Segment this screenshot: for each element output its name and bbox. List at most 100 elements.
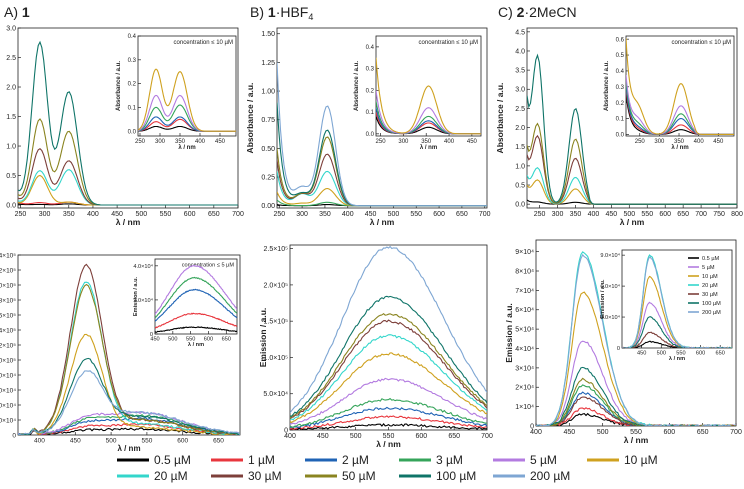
y-tick-label: 2.2×10⁵ (0, 267, 16, 274)
y-tick-label: 0.3 (128, 58, 137, 64)
series-line (155, 276, 237, 319)
series-line (155, 312, 237, 329)
y-tick-label: 7×10⁴ (515, 288, 534, 295)
y-axis-label: Absorbance / a.u. (116, 61, 122, 111)
x-tick-label: 600 (415, 433, 427, 440)
series-line (18, 283, 240, 435)
y-tick-label: 4.0 (515, 48, 525, 55)
y-tick-label: 0 (284, 427, 288, 434)
series-group (622, 254, 732, 348)
y-tick-label: 1.0 (6, 143, 16, 150)
series-group (138, 68, 236, 132)
y-axis-label: Emission / a.u. (258, 308, 268, 368)
plot-frame (625, 35, 735, 137)
y-tick-label: 1.5×10⁵ (263, 319, 288, 326)
series-line (290, 406, 487, 428)
x-tick-label: 600 (177, 438, 188, 445)
series-line (536, 340, 736, 426)
x-tick-label: 550 (641, 211, 653, 218)
x-tick-label: 250 (376, 139, 387, 145)
y-tick-label: 0.0 (616, 133, 625, 139)
x-tick-label: 500 (135, 211, 147, 218)
x-tick-label: 450 (637, 351, 646, 357)
y-tick-label: 2.4×10⁵ (0, 252, 16, 259)
series-line (622, 275, 732, 348)
series-line (290, 377, 487, 425)
y-tick-label: 2.0 (515, 125, 525, 132)
inset-legend-label: 20 µM (702, 283, 718, 289)
x-tick-label: 300 (155, 139, 166, 145)
x-axis-label: λ / nm (671, 145, 688, 151)
y-tick-label: 0 (617, 346, 620, 352)
y-axis-label: Emission / a.u. (133, 276, 139, 316)
series-line (18, 427, 240, 435)
x-tick-label: 500 (106, 438, 117, 445)
chart-A_em_inset: 450 500 550 600 650 0 2.0×10⁴ 4.0×10⁴ λ / nm Emis… (133, 258, 238, 348)
x-tick-label: 450 (563, 429, 575, 436)
y-tick-label: 2.0×10⁴ (0, 417, 16, 424)
x-tick-label: 750 (713, 211, 725, 218)
x-tick-label: 400 (530, 429, 542, 436)
y-tick-label: 0.0 (6, 202, 16, 209)
x-tick-label: 350 (319, 211, 331, 218)
y-tick-label: 0.50 (261, 146, 275, 153)
inset-legend-label: 100 µM (702, 301, 721, 307)
y-tick-label: 3.0×10⁴ (600, 314, 620, 321)
x-tick-label: 450 (111, 211, 123, 218)
inset-legend-label: 5 µM (702, 265, 715, 271)
y-tick-label: 6.0×10⁴ (600, 283, 620, 290)
y-tick-label: 3.5 (515, 68, 525, 75)
series-line (622, 256, 732, 348)
x-tick-label: 500 (168, 337, 177, 343)
legend-label: 1 µM (248, 453, 275, 467)
series-line (536, 377, 736, 426)
plots-layer: 250 300 350 400 450 500 550 600 650 700 0.0 0.5 1.0 1… (0, 25, 743, 453)
y-tick-label: 2.5 (515, 106, 525, 113)
x-tick-label: 250 (635, 139, 646, 145)
y-tick-label: 4.0×10⁴ (0, 402, 16, 409)
y-tick-label: 0.00 (261, 203, 275, 210)
x-tick-label: 600 (696, 351, 705, 357)
y-tick-label: 6×10⁴ (515, 307, 534, 314)
x-tick-label: 550 (186, 337, 195, 343)
y-axis-label: Absorbance / a.u. (495, 83, 505, 154)
legend: 0.5 µM 1 µM 2 µM 3 µM 5 µM 10 µM 20 µM 30 µM 50 … (117, 453, 658, 483)
x-tick-label: 700 (479, 211, 491, 218)
y-tick-label: 1.0×10⁵ (0, 357, 16, 364)
series-line (290, 245, 487, 414)
x-tick-label: 350 (63, 211, 75, 218)
x-tick-label: 400 (694, 139, 705, 145)
y-tick-label: 1.0 (515, 163, 525, 170)
x-axis-label: λ / nm (178, 145, 195, 151)
y-tick-label: 0.5 (515, 182, 525, 189)
series-group (18, 40, 238, 206)
x-tick-label: 450 (70, 438, 81, 445)
series-line (290, 352, 487, 424)
series-group (527, 53, 737, 205)
x-tick-label: 450 (467, 139, 478, 145)
y-tick-label: 3.0 (515, 87, 525, 94)
series-line (18, 370, 240, 435)
chart-title: concentration ≤ 10 µM (672, 40, 731, 46)
x-axis-label: λ / nm (376, 439, 401, 449)
series-line (290, 397, 487, 429)
y-tick-label: 9.0×10⁴ (600, 252, 620, 259)
series-line (527, 53, 737, 205)
chart-C_abs_inset: 250 300 350 400 450 0.0 0.1 0.2 0.3 0.4 0.5 0.6 λ / … (604, 35, 735, 151)
series-group (376, 57, 481, 135)
legend-label: 30 µM (248, 469, 282, 483)
chart-title: concentration ≤ 10 µM (174, 40, 233, 46)
x-tick-label: 650 (677, 211, 689, 218)
chart-C_em_inset: 450 500 550 600 650 0 3.0×10⁴ 6.0×10⁴ 9.0×10⁴ λ /… (600, 249, 733, 362)
y-tick-label: 1.5 (6, 114, 16, 121)
y-tick-label: 0 (12, 432, 16, 439)
y-tick-label: 4.5 (515, 29, 525, 36)
y-tick-label: 9×10⁴ (515, 249, 534, 256)
x-tick-label: 500 (597, 429, 609, 436)
y-tick-label: 1.5 (515, 144, 525, 151)
x-tick-label: 400 (342, 211, 354, 218)
x-tick-label: 600 (184, 211, 196, 218)
y-tick-label: 0.3 (616, 85, 625, 91)
x-tick-label: 650 (697, 429, 709, 436)
plot-frame (137, 35, 237, 137)
